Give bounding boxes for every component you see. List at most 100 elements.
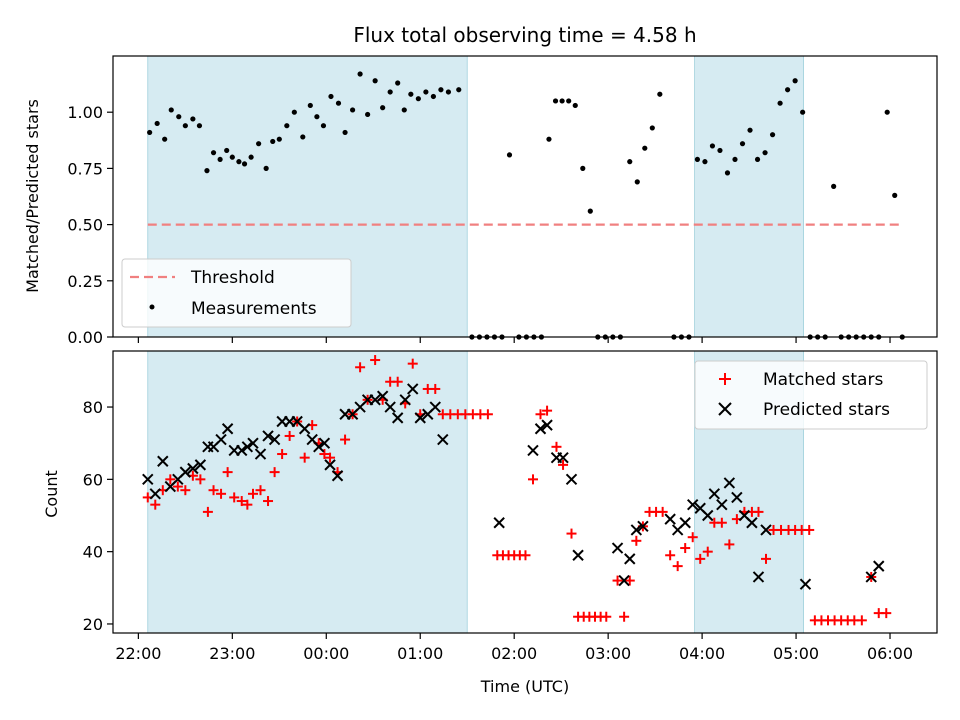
y-tick-label: 60: [83, 470, 103, 489]
matched-star-point: [242, 499, 253, 510]
predicted-star-point: [384, 401, 396, 413]
measurement-point: [657, 91, 663, 97]
predicted-star-point: [262, 430, 274, 442]
predicted-star-point: [391, 412, 404, 424]
predicted-star-point: [873, 560, 885, 572]
measurement-point: [892, 192, 898, 198]
measurement-point: [739, 141, 746, 147]
x-tick-label: 01:00: [397, 644, 443, 663]
measurement-point: [270, 138, 276, 145]
predicted-star-point: [407, 383, 419, 395]
measurement-point: [182, 123, 188, 129]
bottom-x-axis: 22:00 23:00 00:00 01:00 02:00 03:00 04:00 05:00…: [115, 633, 913, 663]
matched-star-point: [672, 561, 683, 572]
measurement-point: [747, 127, 753, 133]
bottom-x-axis-label: Time (UTC): [480, 677, 569, 696]
matched-star-point: [370, 355, 381, 366]
measurement-point: [248, 154, 254, 160]
matched-star-point: [407, 358, 418, 369]
matched-star-point: [760, 553, 771, 564]
matched-star-point: [180, 485, 191, 496]
measurement-point: [190, 116, 196, 122]
matched-star-point: [247, 488, 258, 499]
measurement-point: [884, 109, 890, 115]
shaded-interval: [147, 350, 468, 634]
x-tick-label: 22:00: [115, 644, 161, 663]
top-legend: Threshold Measurements: [121, 258, 352, 328]
predicted-star-point: [541, 419, 553, 431]
predicted-star-point: [630, 524, 643, 536]
y-tick-label: 1.00: [67, 103, 103, 122]
matched-star-point: [527, 474, 538, 485]
matched-star-point: [284, 430, 295, 441]
measurement-point: [387, 89, 393, 95]
matched-star-point: [687, 532, 698, 543]
predicted-star-point: [664, 513, 676, 525]
matched-star-point: [558, 459, 569, 470]
measurement-point: [263, 165, 269, 171]
measurement-point: [634, 179, 640, 185]
measurement-point: [732, 156, 738, 163]
predicted-star-point: [331, 470, 344, 482]
predicted-star-point: [215, 433, 227, 446]
predicted-star-point: [414, 412, 426, 424]
y-tick-label: 0.50: [67, 216, 103, 235]
measurement-point: [256, 141, 262, 147]
predicted-star-point: [324, 459, 336, 471]
measurement-point: [176, 114, 182, 120]
predicted-star-point: [399, 394, 411, 406]
predicted-star-point: [702, 509, 714, 522]
predicted-star-point: [708, 488, 721, 500]
predicted-star-point: [369, 394, 381, 406]
legend-predicted-swatch: [718, 402, 732, 416]
measurement-point: [580, 165, 586, 171]
matched-star-point: [165, 474, 176, 485]
matched-star-point: [222, 467, 233, 478]
y-tick-label: 80: [83, 398, 103, 417]
matched-star-point: [724, 539, 735, 550]
matched-star-point: [255, 485, 266, 496]
measurement-point: [415, 96, 421, 102]
predicted-star-point: [534, 423, 547, 435]
measurement-point: [224, 147, 230, 154]
measurement-point: [445, 89, 452, 95]
measurement-point: [284, 123, 290, 129]
matched-star-point: [881, 608, 892, 619]
predicted-star-point: [760, 524, 772, 536]
matched-star-point: [657, 506, 668, 517]
predicted-star-point: [429, 401, 441, 413]
measurement-point: [456, 87, 462, 93]
measurement-point: [709, 143, 716, 149]
matched-star-point: [535, 409, 546, 420]
matched-star-point: [856, 615, 867, 626]
predicted-star-point: [731, 491, 743, 504]
measurement-point: [357, 71, 363, 77]
matched-star-point: [804, 524, 815, 535]
measurement-point: [349, 107, 356, 113]
matched-star-point: [624, 575, 635, 586]
predicted-star-point: [865, 571, 877, 583]
measurement-point: [162, 136, 168, 142]
legend-measurements-label: Measurements: [191, 299, 317, 319]
predicted-star-point: [611, 542, 624, 554]
measurement-point: [217, 156, 223, 163]
measurement-point: [236, 159, 242, 165]
matched-star-point: [716, 517, 727, 528]
predicted-star-point: [637, 520, 649, 533]
measurement-point: [365, 111, 371, 118]
measurement-point: [754, 156, 761, 163]
matched-star-point: [216, 488, 227, 499]
top-legend-box: [121, 258, 352, 328]
measurement-point: [430, 93, 436, 100]
measurement-point: [204, 168, 210, 174]
predicted-star-points: [142, 383, 885, 590]
legend-matched-swatch: [719, 373, 731, 385]
y-tick-label: 40: [83, 543, 103, 562]
x-tick-label: 02:00: [491, 644, 537, 663]
legend-threshold-label: Threshold: [190, 268, 275, 288]
matched-star-point: [551, 441, 562, 452]
top-y-axis-label: Matched/Predicted stars: [23, 99, 42, 293]
predicted-star-point: [298, 423, 311, 435]
measurement-point: [800, 109, 806, 115]
